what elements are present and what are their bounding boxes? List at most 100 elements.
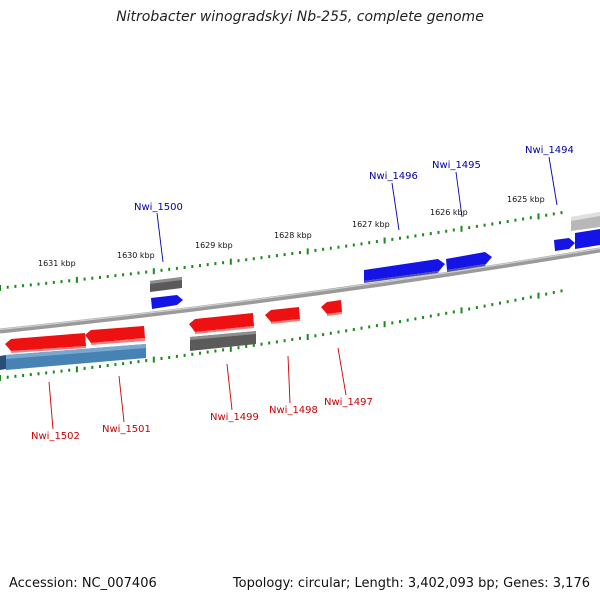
- lower-rail-tick: [29, 373, 32, 377]
- accession-footer: Accession: NC_007406: [9, 576, 157, 591]
- gene-feature-nwi-1494[interactable]: [554, 212, 600, 251]
- upper-rail-tick: [222, 261, 225, 265]
- lower-rail-tick: [14, 374, 17, 378]
- gene-feature-nwi-1496[interactable]: [364, 259, 445, 283]
- upper-rail-tick: [306, 248, 309, 255]
- lower-rail-tick: [468, 307, 471, 311]
- upper-rail-tick: [68, 279, 71, 283]
- upper-rail-tick: [375, 240, 378, 244]
- lower-rail-tick: [160, 357, 163, 360]
- tick-label-1629: 1629 kbp: [195, 241, 233, 250]
- upper-rail-tick: [99, 275, 101, 279]
- lower-rail-tick: [529, 295, 532, 299]
- lower-rail-tick: [222, 348, 225, 352]
- leader-nwi-1495: [455, 171, 463, 218]
- lower-rail-tick: [45, 371, 48, 375]
- gene-feature-nwi-1495[interactable]: [446, 252, 492, 272]
- lower-rail-tick: [537, 292, 540, 299]
- lower-rail-tick: [191, 352, 194, 356]
- lower-rail-tick: [345, 329, 348, 333]
- gene-label-nwi-1502[interactable]: Nwi_1502: [31, 431, 80, 442]
- lower-rail-tick: [483, 304, 486, 308]
- upper-rail-tick: [414, 234, 417, 238]
- gene-label-nwi-1496[interactable]: Nwi_1496: [369, 171, 418, 182]
- leader-nwi-1499: [226, 363, 233, 411]
- upper-rail-tick: [14, 284, 17, 288]
- upper-rail-tick: [252, 257, 255, 261]
- upper-rail-tick: [299, 251, 301, 254]
- lower-rail-tick: [75, 366, 78, 373]
- upper-rail-tick: [468, 226, 471, 230]
- upper-rail-tick: [45, 281, 48, 285]
- gene-feature-nwi-1500[interactable]: [150, 277, 183, 309]
- lower-rail-tick: [6, 375, 9, 379]
- tick-label-1626: 1626 kbp: [430, 208, 468, 217]
- upper-rail-tick: [499, 221, 501, 225]
- gene-label-nwi-1498[interactable]: Nwi_1498: [269, 405, 318, 416]
- upper-rail-tick: [483, 223, 486, 227]
- upper-rail-tick: [337, 245, 340, 249]
- gene-feature-nwi-1497[interactable]: [321, 300, 342, 316]
- upper-rail-tick: [229, 258, 232, 265]
- upper-rail-tick: [545, 213, 548, 217]
- gene-feature-nwi-1501[interactable]: [85, 326, 145, 345]
- upper-rail-tick: [399, 236, 401, 240]
- upper-rail-tick: [445, 229, 448, 233]
- upper-rail-tick: [514, 218, 517, 222]
- upper-rail-tick: [214, 262, 217, 266]
- upper-rail-tick: [191, 265, 194, 268]
- lower-rail-tick: [52, 370, 55, 374]
- upper-rail-tick: [391, 237, 394, 241]
- lower-rail-tick: [437, 313, 440, 317]
- gene-label-nwi-1495[interactable]: Nwi_1495: [432, 160, 481, 171]
- lower-rail-tick: [368, 325, 371, 329]
- lower-rail-tick: [199, 351, 201, 355]
- gene-label-nwi-1501[interactable]: Nwi_1501: [102, 424, 151, 435]
- lower-rail-tick: [545, 292, 548, 296]
- lower-rail-tick: [391, 321, 394, 325]
- gene-label-nwi-1494[interactable]: Nwi_1494: [525, 145, 574, 156]
- tick-label-1631: 1631 kbp: [38, 259, 76, 268]
- upper-rail-tick: [522, 217, 525, 221]
- lower-rail-tick: [0, 375, 1, 381]
- genome-backbone: [0, 247, 600, 334]
- upper-rail-tick: [260, 256, 263, 260]
- lower-rail-tick: [183, 353, 186, 357]
- lower-rail-tick: [106, 364, 109, 367]
- gene-label-nwi-1499[interactable]: Nwi_1499: [210, 412, 259, 423]
- gene-feature-nwi-1502[interactable]: [0, 333, 146, 370]
- gene-feature-nwi-1499[interactable]: [189, 313, 256, 351]
- tick-label-1630: 1630 kbp: [117, 251, 155, 260]
- leader-nwi-1502: [48, 381, 54, 430]
- lower-rail-tick: [214, 349, 217, 353]
- lower-rail-tick: [429, 314, 432, 318]
- lower-rail-tick: [37, 372, 40, 376]
- lower-rail-tick: [499, 301, 501, 305]
- upper-rail-tick: [206, 263, 209, 267]
- lower-rail-tick: [560, 289, 563, 293]
- upper-rail-tick: [106, 275, 109, 278]
- upper-rail-tick: [60, 280, 63, 284]
- upper-rail-tick: [183, 266, 186, 269]
- upper-rail-tick: [168, 267, 171, 271]
- gene-label-nwi-1500[interactable]: Nwi_1500: [134, 202, 183, 213]
- upper-rail-tick: [537, 213, 540, 220]
- upper-rail-tick: [437, 230, 440, 234]
- gene-feature-nwi-1498[interactable]: [265, 307, 300, 324]
- upper-rail-tick: [268, 255, 271, 259]
- genome-backbone-highlight: [0, 247, 600, 331]
- upper-rail-tick: [91, 276, 94, 280]
- upper-rail-tick: [291, 252, 294, 255]
- lower-rail-tick: [152, 356, 155, 363]
- upper-rail-tick: [22, 284, 25, 288]
- lower-rail-tick: [322, 333, 325, 337]
- upper-rail-tick: [360, 242, 363, 246]
- lower-rail-tick: [129, 361, 132, 365]
- upper-rail-tick: [0, 285, 1, 291]
- upper-rail-tick: [383, 237, 386, 244]
- tick-label-1628: 1628 kbp: [274, 231, 312, 240]
- gene-label-nwi-1497[interactable]: Nwi_1497: [324, 397, 373, 408]
- leader-nwi-1497: [337, 347, 347, 396]
- lower-rail-tick: [360, 326, 363, 330]
